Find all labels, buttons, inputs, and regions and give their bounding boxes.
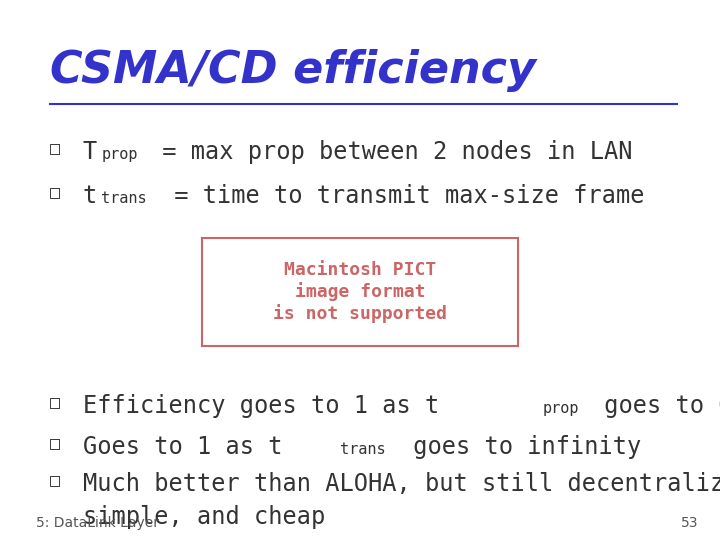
FancyBboxPatch shape xyxy=(202,238,518,346)
Text: □: □ xyxy=(50,394,60,412)
Text: 53: 53 xyxy=(681,516,698,530)
Text: Much better than ALOHA, but still decentralized,: Much better than ALOHA, but still decent… xyxy=(83,472,720,496)
Text: goes to infinity: goes to infinity xyxy=(399,435,642,458)
Text: 5: DataLink Layer: 5: DataLink Layer xyxy=(36,516,159,530)
Text: t: t xyxy=(83,184,97,207)
Text: simple, and cheap: simple, and cheap xyxy=(83,505,325,529)
Text: = time to transmit max-size frame: = time to transmit max-size frame xyxy=(160,184,644,207)
Text: Macintosh PICT
image format
is not supported: Macintosh PICT image format is not suppo… xyxy=(273,261,447,322)
Text: prop: prop xyxy=(542,401,579,416)
Text: trans: trans xyxy=(341,442,386,457)
Text: goes to 0: goes to 0 xyxy=(590,394,720,418)
Text: □: □ xyxy=(50,472,60,490)
Text: Efficiency goes to 1 as t: Efficiency goes to 1 as t xyxy=(83,394,439,418)
Text: T: T xyxy=(83,140,97,164)
Text: trans: trans xyxy=(102,191,147,206)
Text: CSMA/CD efficiency: CSMA/CD efficiency xyxy=(50,49,536,92)
Text: □: □ xyxy=(50,184,60,201)
Text: □: □ xyxy=(50,140,60,158)
Text: = max prop between 2 nodes in LAN: = max prop between 2 nodes in LAN xyxy=(148,140,633,164)
Text: prop: prop xyxy=(102,147,138,163)
Text: □: □ xyxy=(50,435,60,453)
Text: Goes to 1 as t: Goes to 1 as t xyxy=(83,435,282,458)
